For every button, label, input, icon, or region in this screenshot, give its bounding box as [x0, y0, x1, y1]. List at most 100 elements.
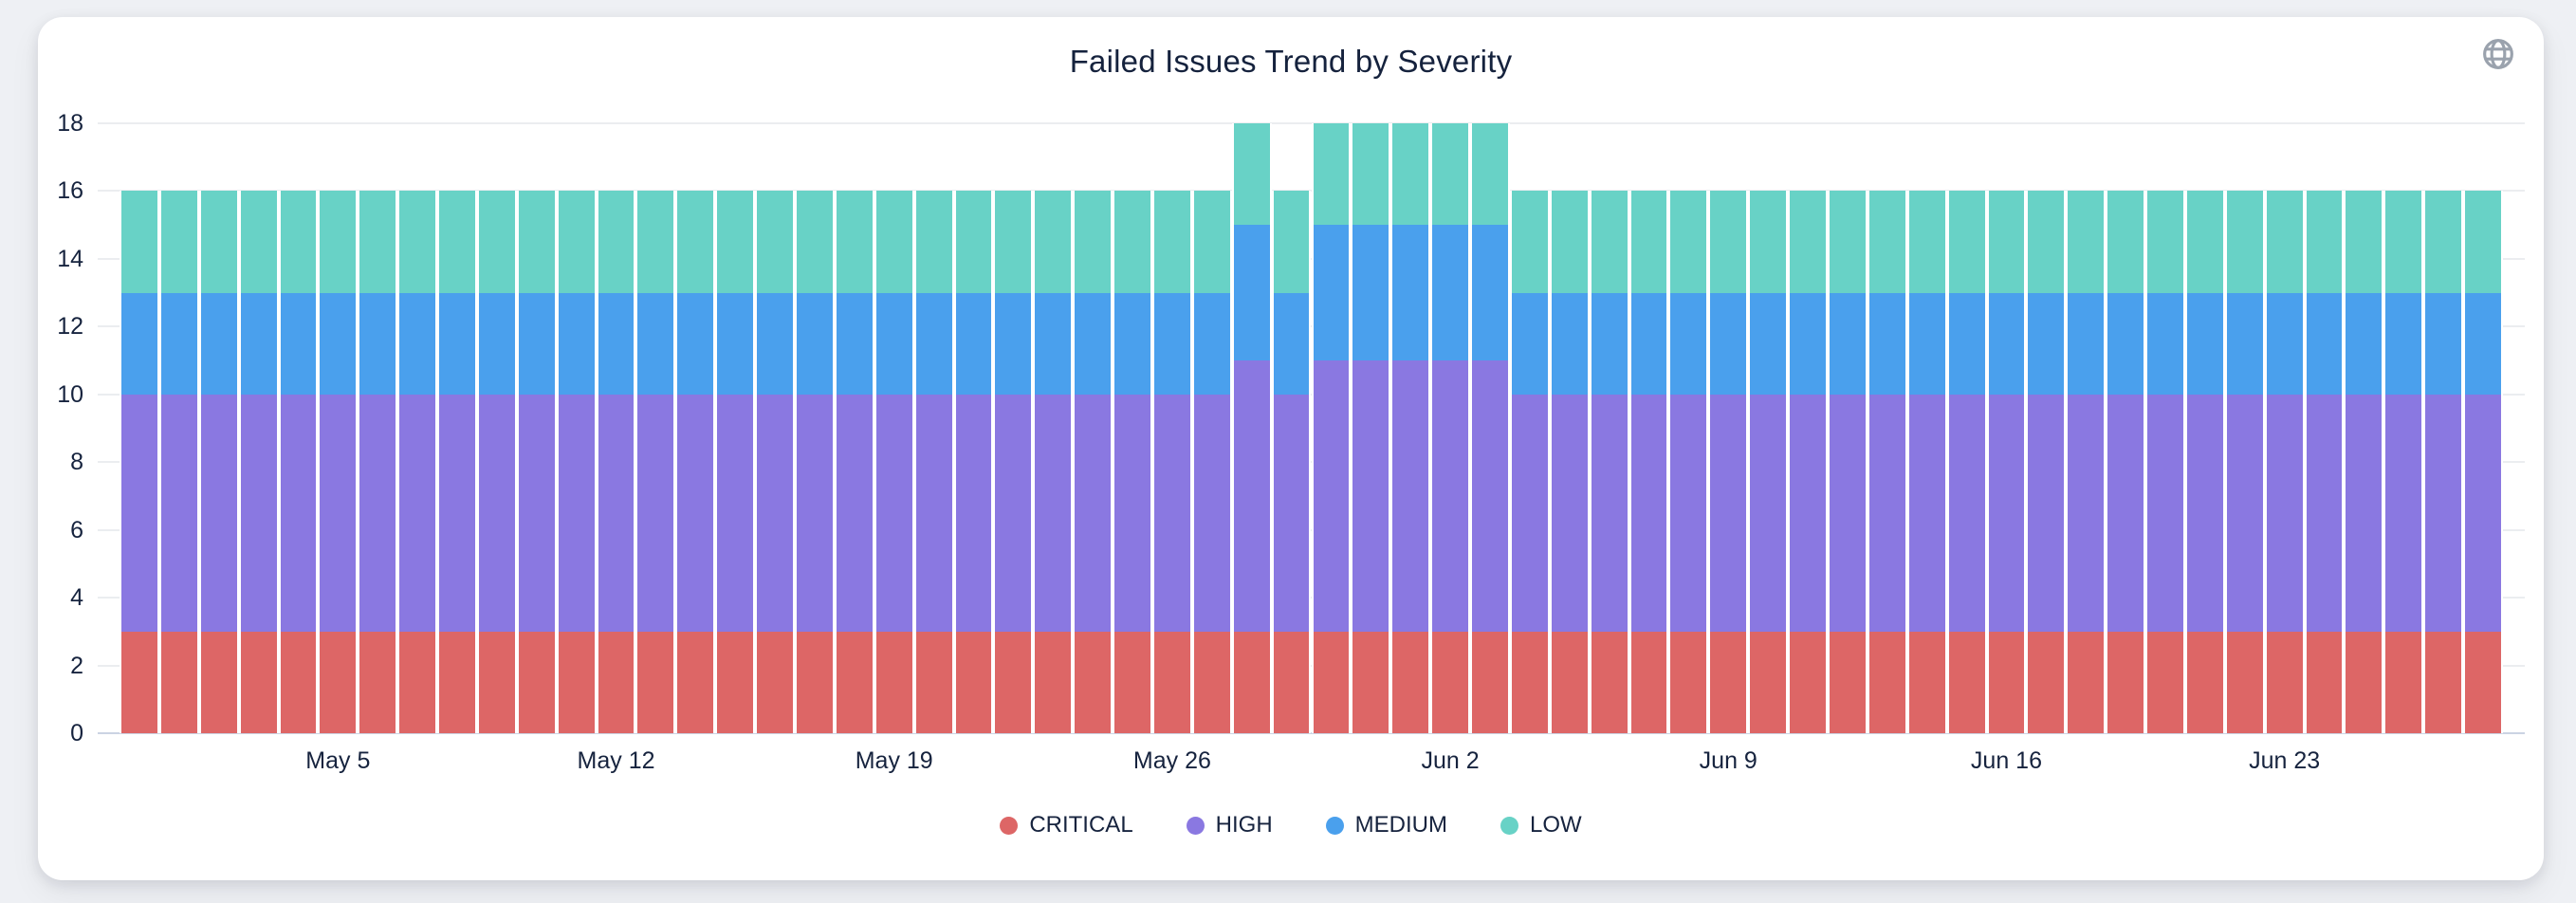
bar-segment-high[interactable]	[2266, 394, 2303, 632]
bar-segment-medium[interactable]	[439, 292, 475, 395]
bar-segment-low[interactable]	[2425, 191, 2462, 293]
bar-segment-low[interactable]	[2068, 191, 2105, 293]
bar-segment-high[interactable]	[1035, 394, 1072, 632]
bar-segment-critical[interactable]	[915, 631, 952, 733]
bar-segment-low[interactable]	[320, 191, 357, 293]
bar-segment-medium[interactable]	[1948, 292, 1985, 395]
bar-segment-medium[interactable]	[1829, 292, 1866, 395]
bar-segment-critical[interactable]	[1670, 631, 1707, 733]
bar-segment-critical[interactable]	[1630, 631, 1667, 733]
bar-segment-high[interactable]	[1075, 394, 1112, 632]
bar-segment-high[interactable]	[2186, 394, 2223, 632]
bar-segment-high[interactable]	[2028, 394, 2065, 632]
bar-may-14[interactable]	[675, 191, 716, 733]
bar-segment-low[interactable]	[2147, 191, 2183, 293]
bar-segment-high[interactable]	[2465, 394, 2501, 632]
bar-segment-medium[interactable]	[558, 292, 595, 395]
bar-segment-critical[interactable]	[2465, 631, 2501, 733]
bar-segment-high[interactable]	[1392, 360, 1429, 632]
bar-segment-medium[interactable]	[1153, 292, 1190, 395]
bar-may-20[interactable]	[913, 191, 954, 733]
bar-segment-low[interactable]	[1551, 191, 1588, 293]
bar-segment-critical[interactable]	[677, 631, 714, 733]
bar-segment-low[interactable]	[598, 191, 635, 293]
bar-segment-low[interactable]	[836, 191, 873, 293]
bar-segment-critical[interactable]	[875, 631, 912, 733]
bar-segment-low[interactable]	[1392, 123, 1429, 226]
bar-segment-high[interactable]	[757, 394, 793, 632]
bar-jun-3[interactable]	[1470, 123, 1510, 733]
bar-segment-low[interactable]	[518, 191, 555, 293]
bar-segment-low[interactable]	[717, 191, 754, 293]
bar-segment-low[interactable]	[2226, 191, 2263, 293]
bar-may-11[interactable]	[556, 191, 597, 733]
bar-segment-low[interactable]	[1352, 123, 1389, 226]
bar-segment-medium[interactable]	[2107, 292, 2144, 395]
bar-jun-2[interactable]	[1430, 123, 1471, 733]
bar-segment-critical[interactable]	[359, 631, 396, 733]
bar-segment-medium[interactable]	[915, 292, 952, 395]
bar-segment-low[interactable]	[875, 191, 912, 293]
bar-jun-12[interactable]	[1827, 191, 1868, 733]
bar-segment-medium[interactable]	[1750, 292, 1787, 395]
bar-segment-medium[interactable]	[1392, 225, 1429, 361]
bar-segment-critical[interactable]	[757, 631, 793, 733]
bar-jun-24[interactable]	[2304, 191, 2345, 733]
bar-segment-critical[interactable]	[1035, 631, 1072, 733]
bar-jun-23[interactable]	[2264, 191, 2305, 733]
bar-segment-medium[interactable]	[1432, 225, 1469, 361]
bar-segment-low[interactable]	[1988, 191, 2025, 293]
bar-segment-high[interactable]	[200, 394, 237, 632]
bar-may-3[interactable]	[238, 191, 279, 733]
bar-segment-medium[interactable]	[875, 292, 912, 395]
bar-segment-low[interactable]	[955, 191, 992, 293]
bar-segment-critical[interactable]	[121, 631, 157, 733]
bar-segment-high[interactable]	[320, 394, 357, 632]
bar-jun-26[interactable]	[2383, 191, 2424, 733]
bar-segment-high[interactable]	[1710, 394, 1747, 632]
bar-segment-medium[interactable]	[1710, 292, 1747, 395]
bar-may-21[interactable]	[953, 191, 994, 733]
bar-may-29[interactable]	[1271, 191, 1312, 733]
bar-segment-low[interactable]	[995, 191, 1032, 293]
bar-jun-10[interactable]	[1748, 191, 1789, 733]
bar-jun-27[interactable]	[2423, 191, 2464, 733]
bar-segment-medium[interactable]	[1551, 292, 1588, 395]
bar-jun-8[interactable]	[1668, 191, 1709, 733]
bar-segment-high[interactable]	[399, 394, 436, 632]
bar-segment-critical[interactable]	[1710, 631, 1747, 733]
bar-segment-medium[interactable]	[240, 292, 277, 395]
bar-may-24[interactable]	[1073, 191, 1113, 733]
bar-segment-medium[interactable]	[717, 292, 754, 395]
bar-segment-critical[interactable]	[1868, 631, 1905, 733]
bar-segment-medium[interactable]	[1591, 292, 1628, 395]
globe-icon[interactable]	[2479, 35, 2517, 73]
bar-segment-high[interactable]	[1472, 360, 1508, 632]
bar-segment-low[interactable]	[2385, 191, 2422, 293]
bar-segment-medium[interactable]	[1511, 292, 1548, 395]
legend-item-high[interactable]: HIGH	[1186, 812, 1273, 838]
bar-segment-medium[interactable]	[1313, 225, 1350, 361]
bar-segment-medium[interactable]	[598, 292, 635, 395]
bar-segment-medium[interactable]	[1670, 292, 1707, 395]
bar-may-17[interactable]	[795, 191, 835, 733]
bar-segment-low[interactable]	[160, 191, 197, 293]
bar-jun-11[interactable]	[1788, 191, 1828, 733]
bar-may-8[interactable]	[437, 191, 477, 733]
bar-segment-critical[interactable]	[320, 631, 357, 733]
bar-segment-medium[interactable]	[836, 292, 873, 395]
bar-segment-high[interactable]	[1193, 394, 1230, 632]
bar-segment-medium[interactable]	[2306, 292, 2343, 395]
bar-segment-low[interactable]	[637, 191, 674, 293]
bar-segment-critical[interactable]	[1551, 631, 1588, 733]
bar-may-10[interactable]	[516, 191, 557, 733]
bar-may-26[interactable]	[1151, 191, 1192, 733]
bar-segment-high[interactable]	[2306, 394, 2343, 632]
bar-segment-low[interactable]	[359, 191, 396, 293]
bar-segment-high[interactable]	[1630, 394, 1667, 632]
bar-segment-low[interactable]	[1790, 191, 1826, 293]
bar-segment-critical[interactable]	[1829, 631, 1866, 733]
bar-segment-critical[interactable]	[200, 631, 237, 733]
bar-segment-critical[interactable]	[2266, 631, 2303, 733]
bar-segment-low[interactable]	[478, 191, 515, 293]
